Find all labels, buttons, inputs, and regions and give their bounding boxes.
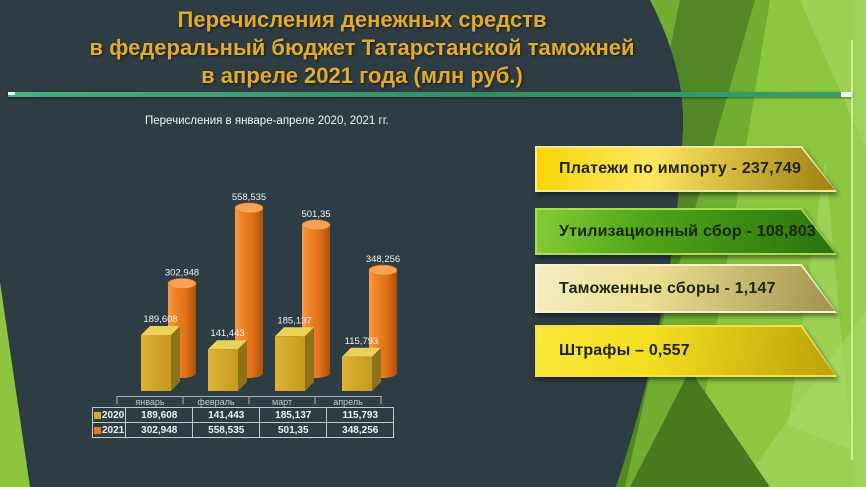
bar-data-label: 501,35 [301, 209, 330, 220]
banner-import-payments-label: Платежи по импорту - 237,749 [559, 160, 802, 177]
banner-customs-fees-label: Таможенные сборы - 1,147 [559, 279, 776, 297]
table-value-cell: 558,535 [192, 422, 261, 438]
table-value-cell: 141,443 [192, 407, 261, 423]
table-value-cell: 348,256 [326, 422, 395, 438]
legend-swatch-icon [94, 411, 101, 419]
banner-fill: Утилизационный сбор - 108,803 [537, 210, 835, 253]
table-value-cell: 302,948 [125, 422, 194, 438]
title-divider [8, 92, 852, 97]
bar-data-label: 558,535 [232, 192, 266, 203]
slide-title: Перечисления денежных средств в федераль… [0, 6, 724, 90]
bottom-left-green-wedge [0, 282, 30, 487]
banner-fines-label: Штрафы – 0,557 [559, 342, 690, 359]
bar-data-label: 189,608 [143, 314, 177, 325]
x-axis-month-label: февраль [197, 397, 234, 407]
legend-2021: 2021 [91, 422, 127, 438]
banner-utilization-fee-label: Утилизационный сбор - 108,803 [559, 222, 816, 240]
slide-title-line-3: в апреле 2021 года (млн руб.) [201, 63, 523, 88]
bar-2020-март: 185,137 [275, 315, 314, 391]
bar-data-label: 302,948 [165, 267, 199, 278]
divider-left-cap [8, 92, 15, 95]
table-row-2020: 2020 189,608 141,443 185,137 115,793 [91, 407, 395, 423]
bar-2021-январь: 302,948 [165, 267, 199, 378]
bar-2021-апрель: 348,256 [366, 254, 400, 378]
bar-2020-февраль: 141,443 [208, 328, 247, 391]
banner-fill: Таможенные сборы - 1,147 [537, 266, 835, 311]
x-axis-month-label: апрель [333, 397, 363, 407]
divider-right-cap [841, 92, 852, 97]
slide-title-line-1: Перечисления денежных средств [177, 7, 547, 32]
x-axis-month-label: январь [135, 397, 165, 407]
legend-2020: 2020 [91, 407, 127, 423]
chart-data-table: 2020 189,608 141,443 185,137 115,793 2021 302,… [91, 407, 395, 438]
bar-2020-январь: 189,608 [141, 314, 180, 391]
banner-fill: Платежи по импорту - 237,749 [537, 148, 835, 190]
table-value-cell: 501,35 [259, 422, 328, 438]
legend-swatch-icon [94, 426, 101, 434]
banner-customs-fees: Таможенные сборы - 1,147 [535, 264, 837, 313]
banner-utilization-fee: Утилизационный сбор - 108,803 [535, 208, 837, 255]
table-value-cell: 185,137 [259, 407, 328, 423]
bar-2021-февраль: 558,535 [232, 192, 266, 378]
banner-fines: Штрафы – 0,557 [535, 325, 837, 377]
table-value-cell: 115,793 [326, 407, 395, 423]
bar-2021-март: 501,35 [301, 209, 331, 378]
bar-data-label: 185,137 [277, 315, 311, 326]
bar-data-label: 141,443 [210, 328, 244, 339]
slide-title-line-2: в федеральный бюджет Татарстанской тамож… [89, 35, 635, 60]
banner-import-payments: Платежи по импорту - 237,749 [535, 146, 837, 192]
chart-title: Перечисления в январе-апреле 2020, 2021 … [145, 115, 389, 127]
table-value-cell: 189,608 [125, 407, 194, 423]
bar-data-label: 348,256 [366, 254, 400, 265]
banner-fill: Штрафы – 0,557 [537, 327, 835, 375]
bar-2020-апрель: 115,793 [342, 336, 381, 391]
bar-data-label: 115,793 [345, 336, 379, 347]
table-row-2021: 2021 302,948 558,535 501,35 348,256 [91, 422, 395, 438]
x-axis-month-label: март [272, 397, 292, 407]
